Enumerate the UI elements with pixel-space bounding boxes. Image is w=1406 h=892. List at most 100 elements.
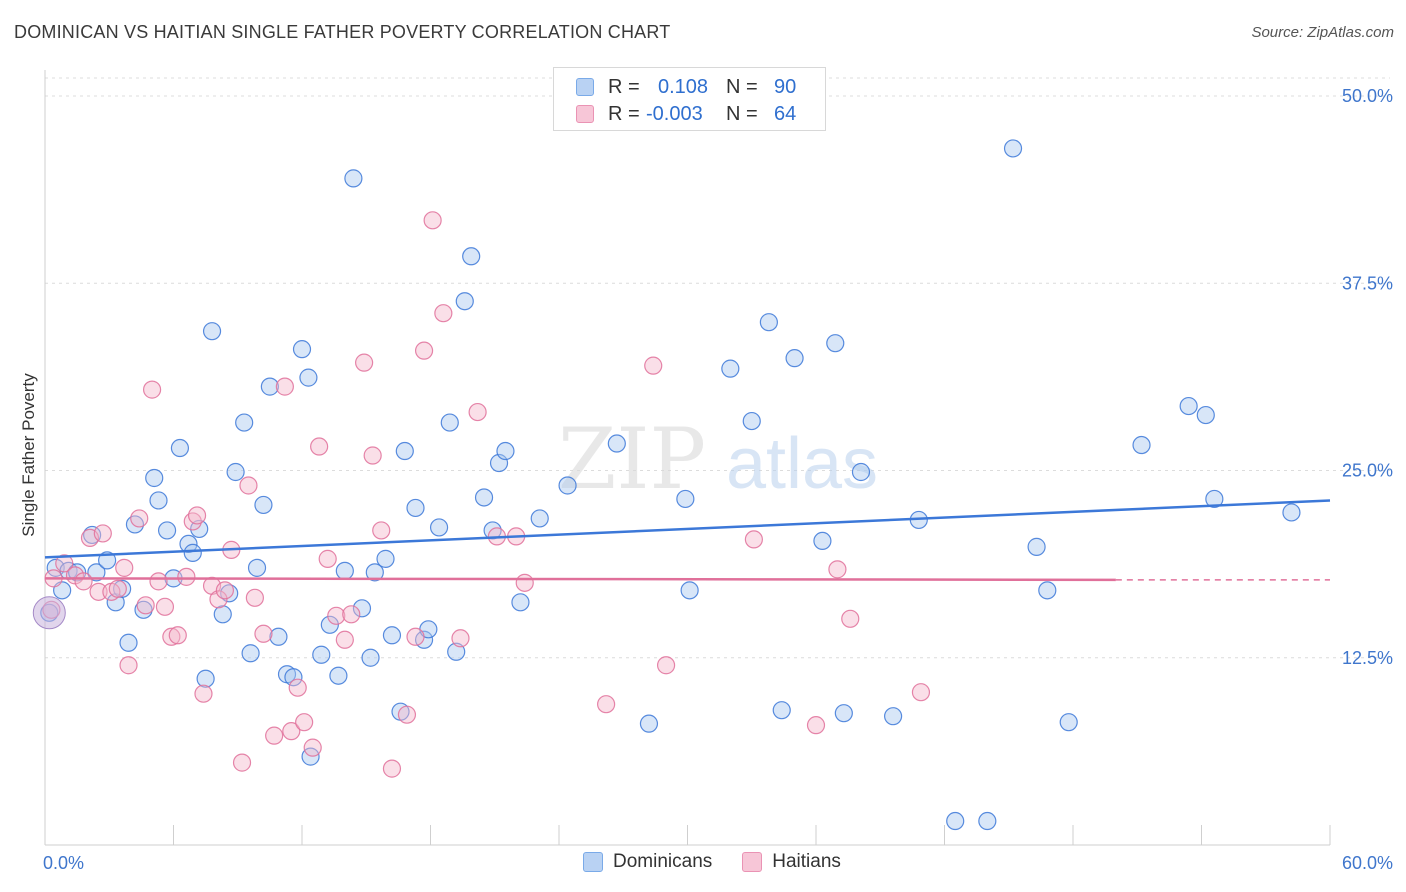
dominican-point xyxy=(254,495,273,515)
haitian-point xyxy=(149,572,168,591)
dominican-point xyxy=(312,645,331,664)
haitian-point xyxy=(644,356,663,375)
haitian-trend-line xyxy=(44,577,1116,582)
haitian-point xyxy=(55,554,74,573)
legend-item-dominicans: Dominicans xyxy=(583,851,712,873)
haitian-point xyxy=(414,341,434,360)
legend-swatch-dominicans xyxy=(583,852,603,872)
n-value: 90 xyxy=(774,75,797,98)
haitian-point xyxy=(194,684,213,703)
dominican-point xyxy=(558,476,577,495)
dominican-point xyxy=(149,491,168,510)
haitian-point xyxy=(239,476,258,495)
haitian-point xyxy=(275,377,294,396)
haitian-point xyxy=(187,506,207,525)
dominican-point xyxy=(1038,581,1057,600)
haitian-point xyxy=(177,567,196,586)
dominican-point xyxy=(406,498,425,518)
dominican-point xyxy=(299,368,318,387)
haitian-point xyxy=(168,626,187,645)
haitian-point xyxy=(89,582,108,601)
dominican-point xyxy=(68,563,87,582)
x-tick-label: 60.0% xyxy=(1342,853,1393,873)
data-points xyxy=(32,139,1301,831)
haitian-point xyxy=(245,588,264,607)
dominican-point xyxy=(344,169,363,188)
haitian-point xyxy=(372,521,391,540)
haitian-point xyxy=(744,530,763,549)
dominican-point xyxy=(183,543,202,562)
haitian-point xyxy=(597,695,616,714)
n-value: 64 xyxy=(774,102,797,125)
dominican-point xyxy=(826,334,845,353)
tick-labels: 12.5% 25.0% 37.5% 50.0% 0.0% 60.0% xyxy=(43,86,1393,873)
dominican-point xyxy=(742,411,761,431)
dominican-point xyxy=(1282,503,1301,522)
trend-lines xyxy=(44,499,1331,582)
dominican-point xyxy=(530,509,549,528)
dominican-point xyxy=(335,561,354,580)
dominican-trend-line xyxy=(44,499,1331,559)
dominican-point xyxy=(361,648,380,667)
watermark-atlas: atlas xyxy=(726,424,878,504)
haitian-point xyxy=(911,683,931,702)
haitian-point xyxy=(423,211,442,230)
haitian-point xyxy=(468,402,487,422)
haitian-point xyxy=(355,353,374,372)
haitian-point xyxy=(136,596,155,615)
dominican-point xyxy=(376,549,395,568)
dominican-point xyxy=(851,462,871,482)
dominican-point xyxy=(440,413,459,432)
dominican-point xyxy=(1179,396,1198,416)
legend-label-haitians: Haitians xyxy=(772,851,841,872)
dominican-point xyxy=(226,462,245,482)
haitian-point xyxy=(119,656,138,675)
haitian-point xyxy=(434,304,453,323)
dominican-point xyxy=(320,615,339,634)
dominican-point xyxy=(292,340,312,359)
dominican-point xyxy=(157,521,177,540)
stats-legend: R = 0.108 N = 90 R = -0.003 N = 64 xyxy=(553,67,826,131)
y-tick-label: 37.5% xyxy=(1342,273,1393,293)
r-value: 0.108 xyxy=(658,75,709,98)
dominican-point xyxy=(241,644,260,663)
dominican-point xyxy=(247,558,267,577)
dominican-point xyxy=(496,441,515,461)
dominican-point xyxy=(329,666,348,685)
dominican-point xyxy=(202,322,222,341)
r-label: R = xyxy=(608,102,640,125)
haitian-point xyxy=(335,630,354,649)
legend-label-dominicans: Dominicans xyxy=(613,851,713,872)
haitian-point xyxy=(318,549,337,568)
haitian-point xyxy=(342,605,361,624)
y-tick-label: 50.0% xyxy=(1342,86,1393,106)
dominican-point xyxy=(883,707,903,726)
haitian-point xyxy=(115,558,134,577)
haitian-point xyxy=(215,581,234,600)
dominican-point xyxy=(680,581,699,600)
haitian-point xyxy=(232,753,252,772)
dominican-point xyxy=(462,247,481,266)
legend-swatch-haitians xyxy=(742,852,763,872)
dominican-point xyxy=(721,359,740,378)
haitian-point xyxy=(130,509,149,528)
chart-title: DOMINICAN VS HAITIAN SINGLE FATHER POVER… xyxy=(14,22,671,42)
dominican-point xyxy=(474,488,494,507)
dominican-point xyxy=(455,292,474,311)
haitian-point xyxy=(74,572,93,591)
haitian-point xyxy=(828,560,847,579)
legend-swatch-dominicans xyxy=(576,78,594,96)
series-legend: Dominicans Haitians xyxy=(583,851,871,873)
haitian-point xyxy=(841,609,860,628)
dominican-point xyxy=(260,377,279,396)
dominican-point xyxy=(1132,435,1151,455)
dominican-point xyxy=(179,534,198,554)
dominican-point xyxy=(365,563,384,582)
legend-row-dominicans: R = 0.108 N = 90 xyxy=(576,74,796,100)
r-label: R = xyxy=(608,75,640,98)
dominican-point xyxy=(145,468,164,488)
dominican-point xyxy=(87,563,106,582)
dominican-point xyxy=(978,811,997,831)
y-tick-label: 12.5% xyxy=(1342,648,1393,668)
